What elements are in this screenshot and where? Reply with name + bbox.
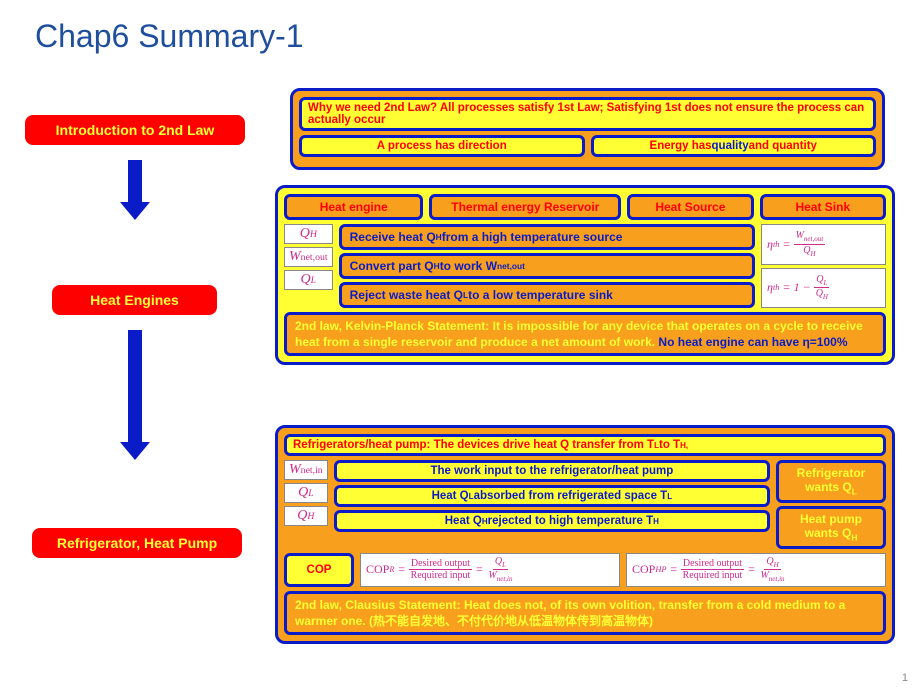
page-number: 1 xyxy=(902,672,908,684)
tag-reservoir: Thermal energy Reservoir xyxy=(429,194,621,220)
box-heat-engines: Heat Engines xyxy=(52,285,217,315)
heat-engine-panel: Heat engine Thermal energy Reservoir Hea… xyxy=(275,185,895,365)
rf-head: Refrigerators/heat pump: The devices dri… xyxy=(284,434,886,456)
arrow-icon xyxy=(120,330,150,460)
eq-eta1: ηth = Wnet,outQH xyxy=(761,224,886,265)
rf-work-input: The work input to the refrigerator/heat … xyxy=(334,460,770,482)
arrow-icon xyxy=(120,160,150,220)
sym-ql2: QL xyxy=(284,483,328,503)
refrig-panel: Refrigerators/heat pump: The devices dri… xyxy=(275,425,895,644)
tag-heat-source: Heat Source xyxy=(627,194,753,220)
kelvin-planck: 2nd law, Kelvin-Planck Statement: It is … xyxy=(284,312,886,356)
eq-cophp: COPHP = Desired outputRequired input = Q… xyxy=(626,553,886,587)
he-convert: Convert part QH to work Wnet,out xyxy=(339,253,755,279)
he-receive: Receive heat QH from a high temperature … xyxy=(339,224,755,250)
eq-eta2: ηth = 1 − QLQH xyxy=(761,268,886,309)
rf-qh-rejected: Heat QH rejected to high temperature TH xyxy=(334,510,770,532)
clausius: 2nd law, Clausius Statement: Heat does n… xyxy=(284,591,886,635)
sym-qh: QH xyxy=(284,224,333,244)
intro-panel: Why we need 2nd Law? All processes satis… xyxy=(290,88,885,170)
sym-qh2: QH xyxy=(284,506,328,526)
rf-wants-qh: Heat pumpwants QH xyxy=(776,506,886,549)
tag-heat-engine: Heat engine xyxy=(284,194,423,220)
intro-direction: A process has direction xyxy=(299,135,585,157)
sym-wnetout: Wnet,out xyxy=(284,247,333,267)
eq-copr: COPR = Desired outputRequired input = QL… xyxy=(360,553,620,587)
box-intro: Introduction to 2nd Law xyxy=(25,115,245,145)
page-title: Chap6 Summary-1 xyxy=(35,18,304,55)
rf-ql-absorbed: Heat QL absorbed from refrigerated space… xyxy=(334,485,770,507)
rf-wants-ql: Refrigeratorwants QL xyxy=(776,460,886,503)
sym-wnetin: Wnet,in xyxy=(284,460,328,480)
cop-label: COP xyxy=(284,553,354,587)
intro-quality: Energy has quality and quantity xyxy=(591,135,877,157)
intro-why: Why we need 2nd Law? All processes satis… xyxy=(299,97,876,131)
tag-heat-sink: Heat Sink xyxy=(760,194,886,220)
sym-ql: QL xyxy=(284,270,333,290)
he-reject: Reject waste heat QL to a low temperatur… xyxy=(339,282,755,308)
box-refrigerator: Refrigerator, Heat Pump xyxy=(32,528,242,558)
